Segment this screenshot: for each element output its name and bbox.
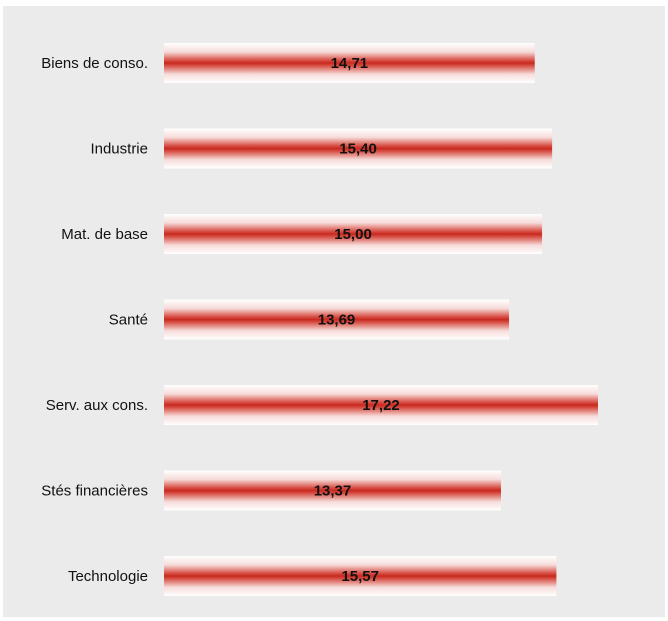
- value-label: 17,22: [362, 397, 400, 414]
- value-label: 13,69: [318, 312, 356, 329]
- category-label: Santé: [109, 312, 148, 329]
- value-label: 15,57: [341, 568, 379, 585]
- value-label: 15,00: [334, 226, 372, 243]
- value-label: 13,37: [314, 483, 352, 500]
- bar-group: Mat. de base 15,00: [61, 214, 543, 254]
- bar: [164, 470, 501, 511]
- value-label: 15,40: [339, 141, 377, 158]
- bar-group: Santé 13,69: [109, 299, 510, 340]
- category-label: Biens de conso.: [41, 55, 148, 72]
- category-label: Mat. de base: [61, 226, 148, 243]
- bar-group: Serv. aux cons. 17,22: [46, 385, 598, 425]
- bar-group: Industrie 15,40: [90, 128, 553, 169]
- category-label: Stés financières: [41, 483, 148, 500]
- bar: [164, 385, 598, 425]
- bar-group: Stés financières 13,37: [41, 470, 501, 511]
- bar: [164, 128, 553, 169]
- bar: [164, 214, 543, 254]
- bar: [164, 556, 557, 596]
- category-label: Technologie: [68, 568, 148, 585]
- category-label: Serv. aux cons.: [46, 397, 148, 414]
- bars-layer: Biens de conso. 14,71 Industrie 15,40 Mat. d…: [41, 43, 598, 596]
- value-label: 14,71: [331, 55, 369, 72]
- bar-group: Biens de conso. 14,71: [41, 43, 535, 83]
- bar: [164, 299, 510, 340]
- bar-group: Technologie 15,57: [68, 556, 557, 596]
- bar: [164, 43, 535, 83]
- category-label: Industrie: [90, 141, 148, 158]
